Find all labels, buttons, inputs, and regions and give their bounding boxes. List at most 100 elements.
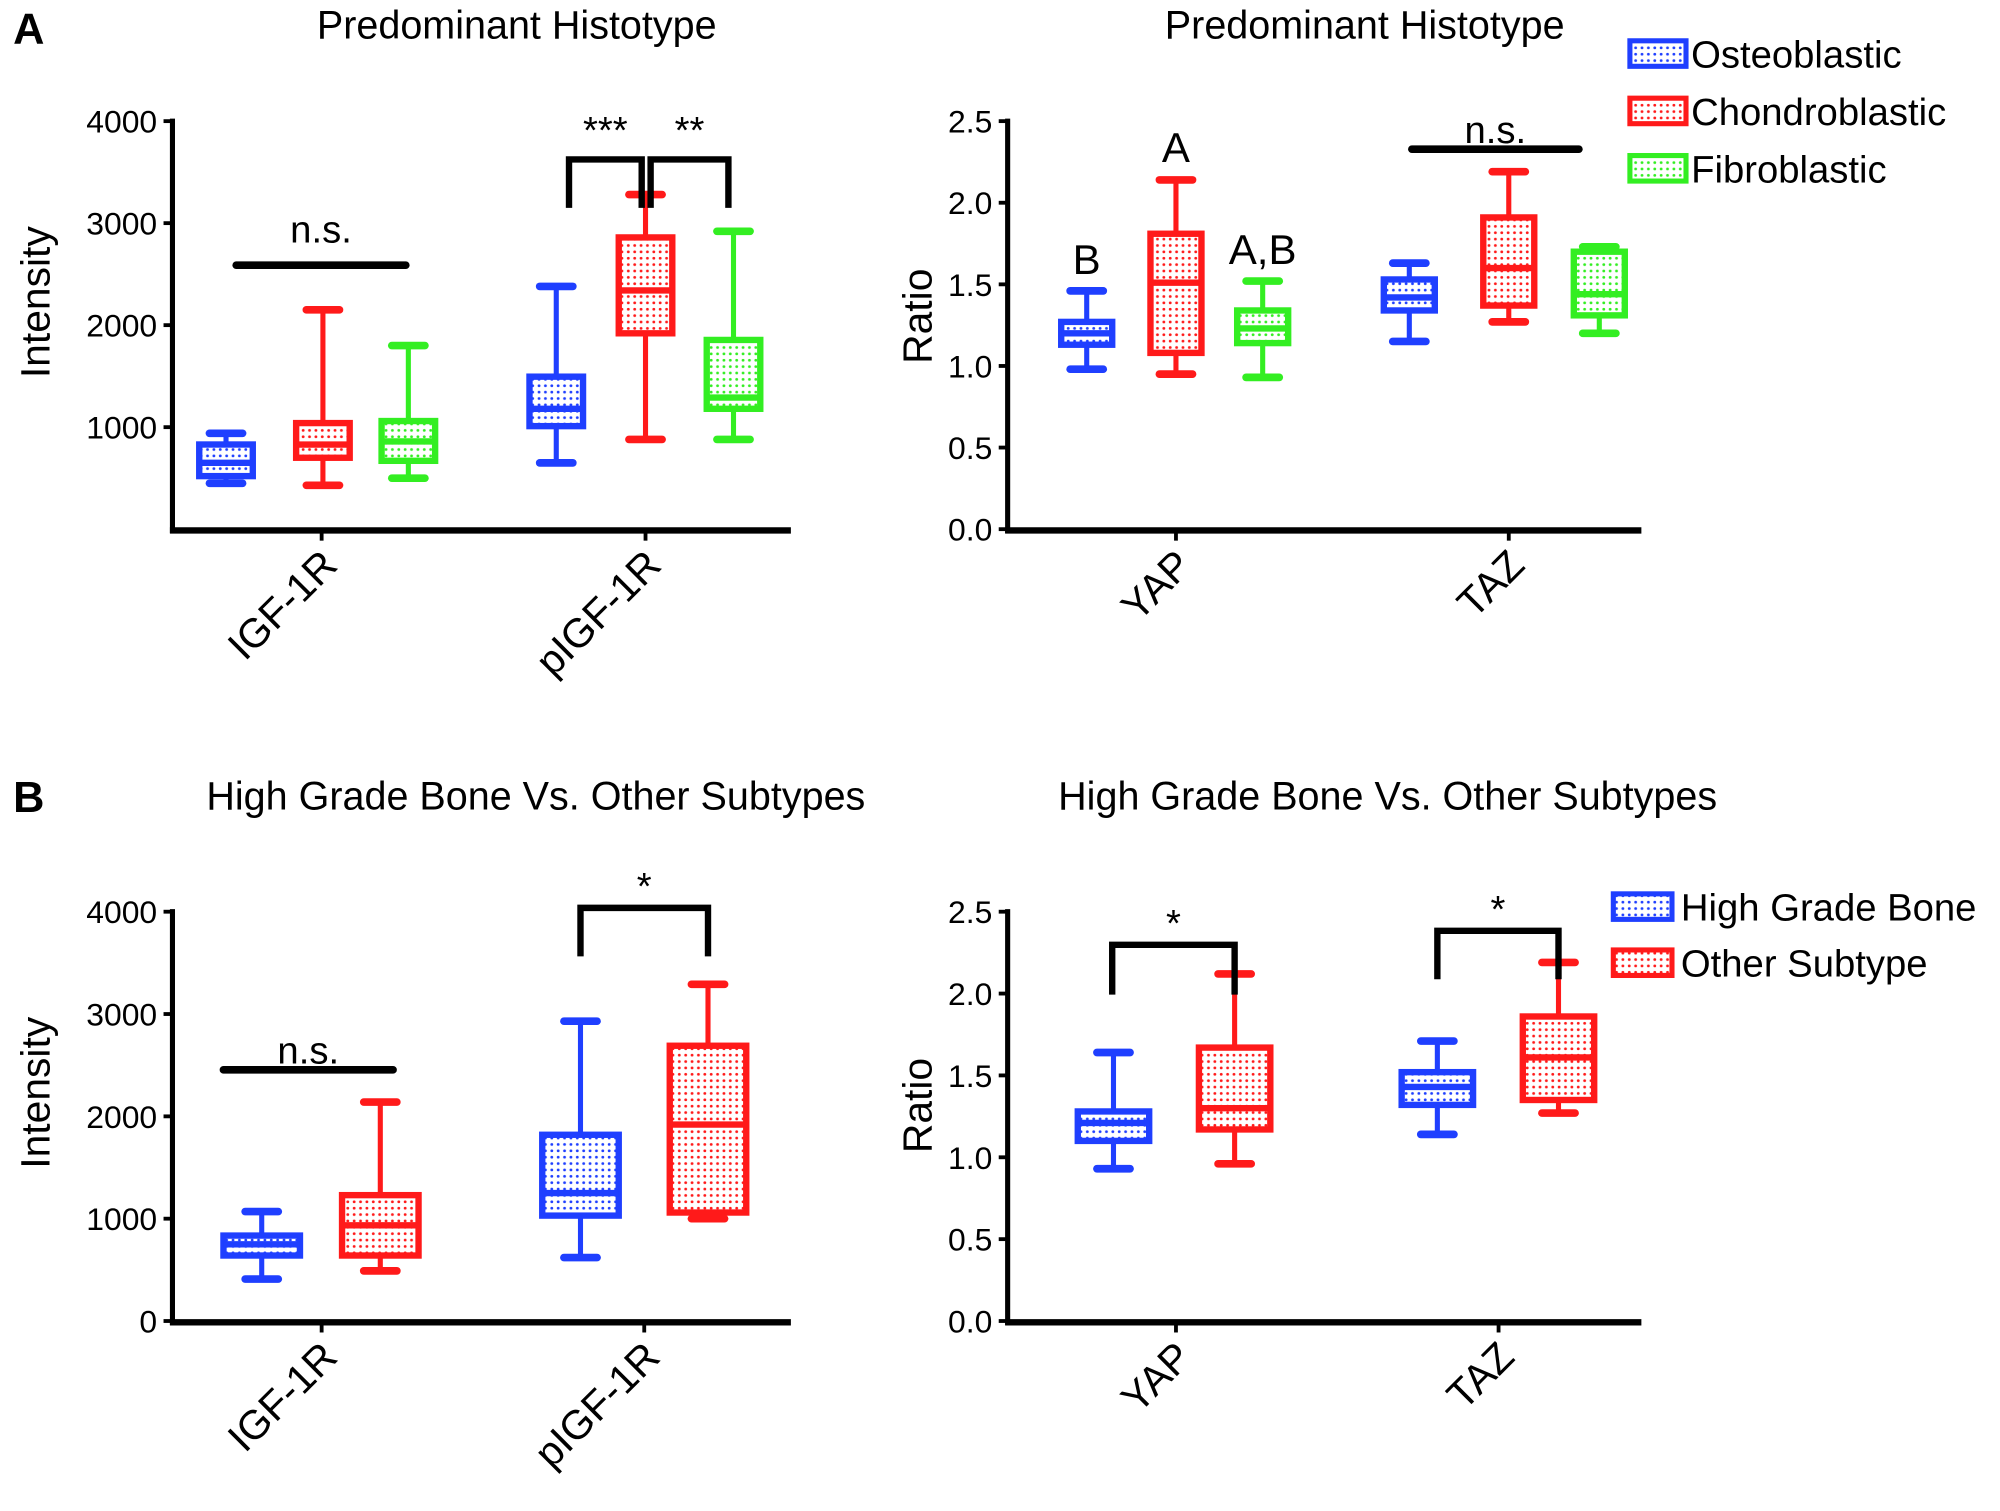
annotation-label: n.s. xyxy=(1465,109,1527,152)
significance-annotation: ** xyxy=(647,109,732,208)
annotation-label: * xyxy=(637,865,652,908)
box-high-grade-bone-yap xyxy=(1074,1048,1153,1173)
y-tick-label: 2.5 xyxy=(948,104,992,140)
x-tick-label: TAZ xyxy=(1438,1333,1523,1418)
annotation-label: n.s. xyxy=(290,208,352,251)
box-other-subtype-pigf-1r xyxy=(666,980,750,1223)
x-tick-label: pIGF-1R xyxy=(527,541,670,684)
y-tick-label: 1000 xyxy=(86,410,157,446)
significance-bracket xyxy=(1434,927,1562,980)
significance-annotation: * xyxy=(1434,888,1562,980)
x-tick-label: TAZ xyxy=(1448,541,1533,626)
y-axis-label: Ratio xyxy=(895,269,941,364)
box-iqr xyxy=(1147,230,1205,357)
y-axis-label: Intensity xyxy=(12,226,58,379)
box-osteoblastic-yap xyxy=(1058,287,1116,374)
chart-panel-4: High Grade Bone Vs. Other Subtypes Ratio 0… xyxy=(895,775,1977,1422)
legend-label: Fibroblastic xyxy=(1691,148,1887,191)
annotation-label: * xyxy=(1490,888,1505,931)
box-osteoblastic-taz xyxy=(1380,259,1438,346)
box-iqr xyxy=(1480,214,1538,309)
box-iqr xyxy=(666,1042,750,1216)
x-tick-label: IGF-1R xyxy=(219,1333,346,1460)
panel-label-b: B xyxy=(13,774,44,822)
legend: High Grade Bone Other Subtype xyxy=(1610,887,1977,986)
significance-annotation: * xyxy=(1109,902,1238,995)
y-axis-label: Intensity xyxy=(12,1016,58,1169)
legend-label: High Grade Bone xyxy=(1681,887,1977,930)
chart-panel-1: Predominant Histotype Intensity 1000 2000 30… xyxy=(12,3,791,684)
significance-annotation: n.s. xyxy=(232,208,410,270)
y-tick-label: 4000 xyxy=(86,894,157,930)
chart-title: High Grade Bone Vs. Other Subtypes xyxy=(1058,775,1717,819)
legend-label: Osteoblastic xyxy=(1691,34,1901,77)
significance-bracket xyxy=(577,904,712,957)
y-tick-label: 1.5 xyxy=(948,1058,992,1094)
box-iqr xyxy=(292,419,353,461)
y-tick-label: 2000 xyxy=(86,1099,157,1135)
chart-panel-3: High Grade Bone Vs. Other Subtypes Intens… xyxy=(12,775,865,1477)
significance-annotation: n.s. xyxy=(219,1029,397,1074)
y-tick-label: 0.5 xyxy=(948,1222,992,1258)
significance-annotation: * xyxy=(577,865,712,957)
significance-annotation: *** xyxy=(565,109,645,208)
annotation-label: A,B xyxy=(1229,226,1297,273)
box-other-subtype-igf-1r xyxy=(338,1098,422,1275)
y-axis-label: Ratio xyxy=(895,1058,941,1153)
annotation-label: n.s. xyxy=(277,1029,339,1072)
box-fibroblastic-pigf-1r xyxy=(703,227,764,444)
box-iqr xyxy=(1195,1044,1274,1133)
box-fibroblastic-yap xyxy=(1233,277,1292,382)
legend-item: Fibroblastic xyxy=(1627,148,1887,191)
annotation-label: *** xyxy=(583,109,628,152)
box-high-grade-bone-pigf-1r xyxy=(539,1017,622,1262)
box-iqr xyxy=(526,373,587,430)
significance-bracket xyxy=(1109,941,1238,995)
y-tick-label: 1.0 xyxy=(948,1140,992,1176)
y-tick-label: 0.0 xyxy=(948,1303,992,1339)
y-tick-label: 0 xyxy=(139,1303,157,1339)
annotation-label: A xyxy=(1162,124,1190,171)
box-other-subtype-taz xyxy=(1519,958,1598,1117)
y-tick-label: 2000 xyxy=(86,308,157,344)
y-tick-label: 2.0 xyxy=(948,185,992,221)
box-osteoblastic-pigf-1r xyxy=(526,282,587,467)
significance-annotation: n.s. xyxy=(1408,109,1583,154)
legend-swatch xyxy=(1627,153,1689,184)
box-iqr xyxy=(615,234,676,337)
x-tick-label: pIGF-1R xyxy=(525,1333,668,1476)
significance-annotation: B xyxy=(1073,236,1101,283)
significance-annotation: A,B xyxy=(1229,226,1297,273)
legend-item: High Grade Bone xyxy=(1610,887,1977,930)
box-chondroblastic-taz xyxy=(1480,167,1538,326)
box-iqr xyxy=(539,1131,622,1219)
y-tick-label: 2.5 xyxy=(948,894,992,930)
y-tick-label: 1.0 xyxy=(948,348,992,384)
annotation-label: * xyxy=(1166,902,1181,945)
x-tick-label: IGF-1R xyxy=(219,541,346,668)
legend-swatch xyxy=(1627,95,1689,127)
legend-item: Chondroblastic xyxy=(1627,91,1946,134)
x-tick-label: YAP xyxy=(1112,541,1200,629)
legend-swatch xyxy=(1627,38,1689,69)
box-high-grade-bone-igf-1r xyxy=(220,1207,304,1283)
y-tick-label: 1000 xyxy=(86,1201,157,1237)
y-tick-label: 3000 xyxy=(86,206,157,242)
box-chondroblastic-igf-1r xyxy=(292,306,353,490)
y-tick-label: 0.0 xyxy=(948,512,992,548)
legend-swatch xyxy=(1610,947,1675,979)
box-chondroblastic-yap xyxy=(1147,176,1205,378)
annotation-label: B xyxy=(1073,236,1101,283)
legend-swatch xyxy=(1610,891,1675,922)
box-fibroblastic-igf-1r xyxy=(378,341,439,482)
significance-bracket xyxy=(647,156,732,208)
y-tick-label: 2.0 xyxy=(948,976,992,1012)
y-tick-label: 0.5 xyxy=(948,430,992,466)
box-high-grade-bone-taz xyxy=(1398,1037,1477,1139)
significance-annotation: A xyxy=(1162,124,1190,171)
box-fibroblastic-taz xyxy=(1570,242,1628,338)
legend-label: Chondroblastic xyxy=(1691,91,1946,134)
box-iqr xyxy=(1074,1108,1153,1145)
x-tick-label: YAP xyxy=(1112,1333,1200,1421)
